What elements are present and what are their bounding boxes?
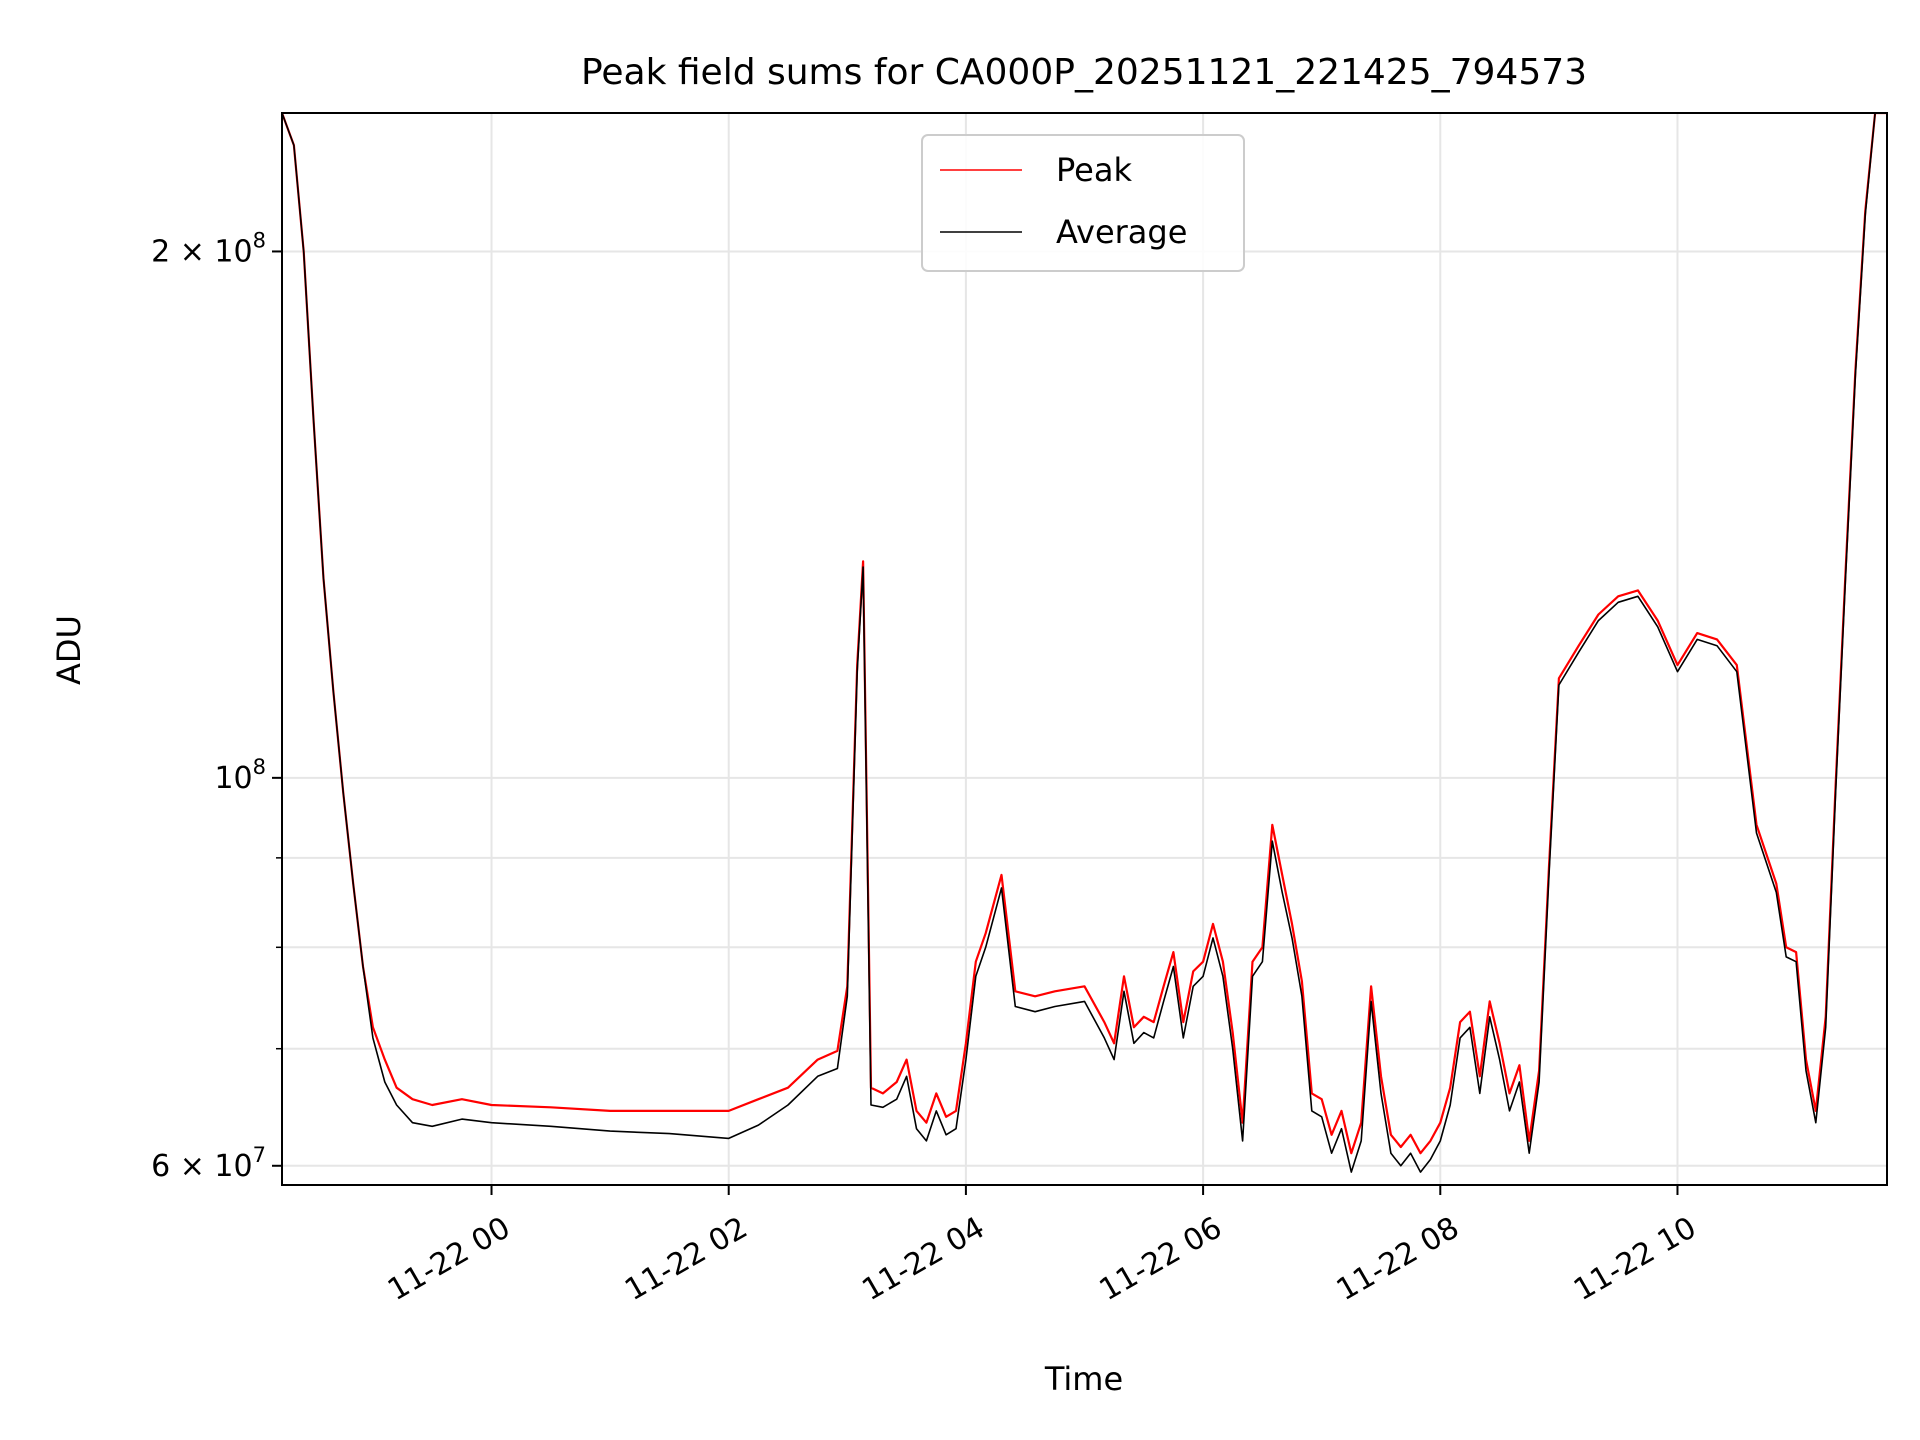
legend-peak-label: Peak: [1056, 151, 1132, 189]
chart-title: Peak field sums for CA000P_20251121_2214…: [581, 52, 1587, 93]
x-axis-label: Time: [1044, 1360, 1123, 1398]
series-line-peak: [282, 113, 1887, 1155]
legend[interactable]: Peak Average: [921, 134, 1245, 272]
y-axis-label: ADU: [50, 615, 88, 685]
y-tick-label: 2 × 108: [151, 228, 266, 269]
series-layer: [282, 113, 1887, 1173]
series-line-average: [282, 113, 1887, 1173]
y-tick-label: 6 × 107: [151, 1143, 266, 1184]
legend-box: [921, 134, 1245, 272]
legend-average-label: Average: [1056, 213, 1187, 251]
plot-frame: [281, 112, 1888, 1186]
